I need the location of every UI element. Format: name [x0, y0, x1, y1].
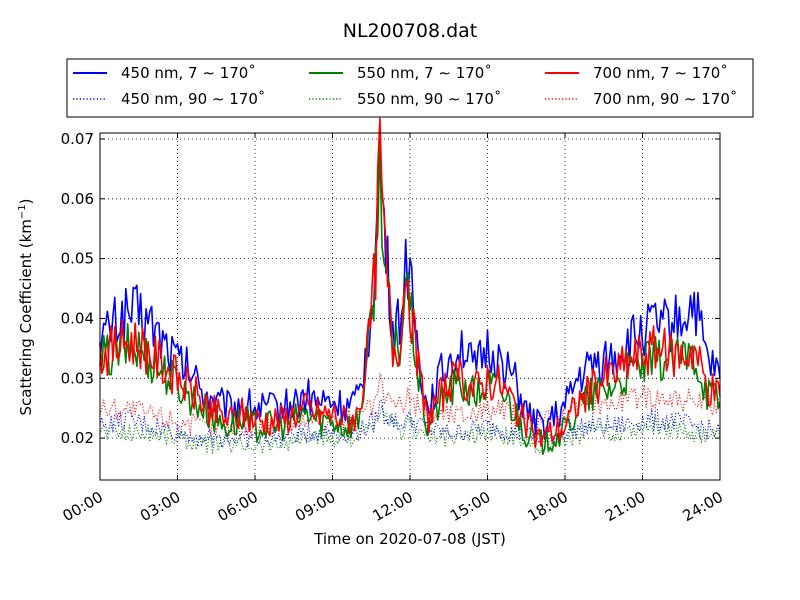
- series-line-3: [99, 117, 721, 449]
- legend-entry: 550 nm, 7 ∼ 170˚: [309, 64, 492, 82]
- plot-area: 00:00 03:00 06:00 09:00 12:00 15:00 18:00 21:00…: [60, 117, 726, 525]
- legend-label: 450 nm, 7 ∼ 170˚: [121, 64, 256, 82]
- legend-entry: 450 nm, 90 ∼ 170˚: [73, 90, 265, 108]
- legend-label: 550 nm, 7 ∼ 170˚: [357, 64, 492, 82]
- series-layer: [99, 117, 721, 456]
- x-tick-label: 12:00: [370, 488, 416, 525]
- series-line-4: [99, 399, 721, 449]
- x-tick-label: 21:00: [602, 488, 648, 525]
- legend-entry: 700 nm, 90 ∼ 170˚: [545, 90, 737, 108]
- x-tick-label: 18:00: [525, 488, 571, 525]
- y-tick-label: 0.07: [61, 130, 94, 148]
- legend-entry: 550 nm, 90 ∼ 170˚: [309, 90, 501, 108]
- series-line-6: [99, 372, 721, 437]
- y-tick-label: 0.04: [61, 309, 94, 327]
- y-axis-label-main: Scattering Coefficient (km: [17, 219, 35, 415]
- y-axis-label-unit-exponent: −1: [17, 204, 28, 219]
- y-axis-label-close: ): [17, 198, 35, 204]
- legend-label: 550 nm, 90 ∼ 170˚: [357, 90, 501, 108]
- chart-title: NL200708.dat: [343, 20, 478, 42]
- x-tick-label: 00:00: [60, 488, 106, 525]
- y-tick-label: 0.03: [61, 369, 94, 387]
- legend-frame: [66, 58, 754, 118]
- x-tick-label: 06:00: [215, 488, 261, 525]
- legend-entry: 450 nm, 7 ∼ 170˚: [73, 64, 256, 82]
- y-tick-label: 0.02: [61, 429, 94, 447]
- legend: 450 nm, 7 ∼ 170˚ 450 nm, 90 ∼ 170˚ 550 nm,…: [66, 58, 754, 118]
- y-tick-label: 0.06: [61, 190, 94, 208]
- x-tick-label: 15:00: [447, 488, 493, 525]
- x-tick-label: 24:00: [680, 488, 726, 525]
- y-tick-label: 0.05: [61, 250, 94, 268]
- y-axis-label: Scattering Coefficient (km−1): [17, 198, 35, 415]
- legend-label: 450 nm, 90 ∼ 170˚: [121, 90, 265, 108]
- x-tick-label: 09:00: [292, 488, 338, 525]
- legend-label: 700 nm, 7 ∼ 170˚: [593, 64, 728, 82]
- x-axis-label: Time on 2020-07-08 (JST): [313, 530, 506, 548]
- legend-label: 700 nm, 90 ∼ 170˚: [593, 90, 737, 108]
- legend-entry: 700 nm, 7 ∼ 170˚: [545, 64, 728, 82]
- x-tick-label: 03:00: [137, 488, 183, 525]
